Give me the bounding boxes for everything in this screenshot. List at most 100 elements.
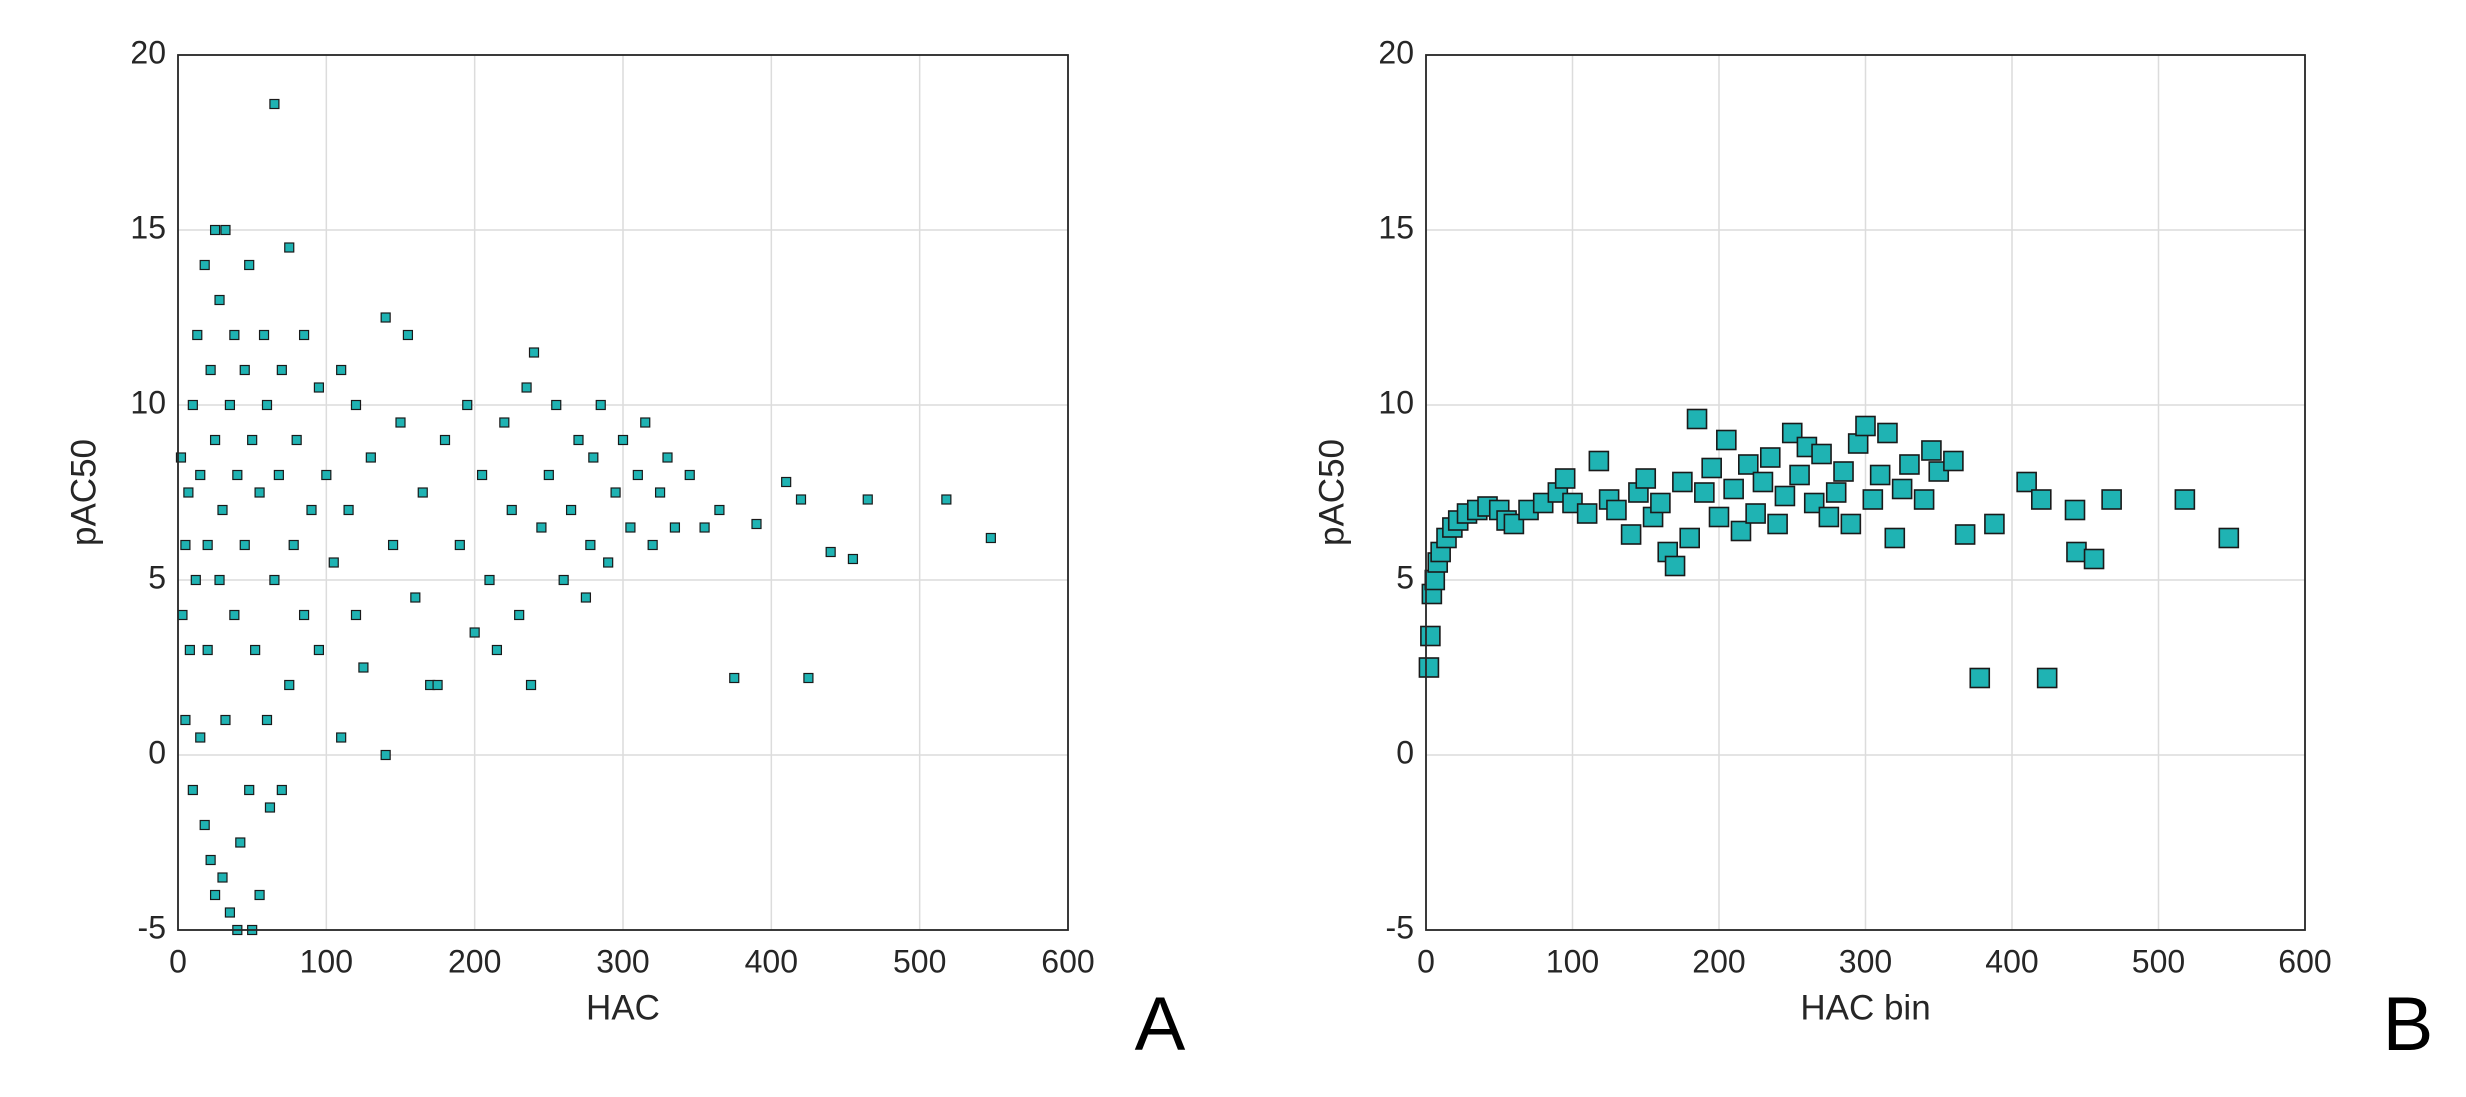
scatter-point [199,259,210,271]
scatter-point [209,224,221,236]
scatter-point [1701,457,1722,479]
scatter-point [1723,478,1744,500]
scatter-point [1588,450,1610,472]
scatter-point [585,539,596,551]
scatter-point [751,518,762,530]
scatter-point [654,487,666,498]
scatter-point [276,784,287,796]
scatter-point [1738,454,1759,475]
scatter-point [1884,527,1906,549]
scatter-point [254,487,265,498]
scatter-point [187,784,198,796]
y-tick-label: 10 [1378,384,1414,420]
y-tick-label: 5 [1396,559,1414,595]
x-tick-label: 200 [1692,943,1745,979]
scatter-point [177,609,188,621]
scatter-point [476,469,488,481]
scatter-point [506,504,517,516]
scatter-point [350,609,362,621]
scatter-point [190,574,201,586]
scatter-point [781,476,792,488]
scatter-point [714,504,725,516]
scatter-point [625,522,636,533]
scatter-point [202,644,213,656]
scatter-point [2031,489,2052,510]
scatter-point [214,294,225,306]
scatter-point [336,732,347,743]
scatter-point [1635,468,1657,489]
scatter-point [350,399,362,411]
scatter-point [180,714,191,726]
x-tick-label: 400 [1985,943,2038,979]
scatter-point [847,553,859,565]
scatter-point [209,889,221,901]
scatter-point [2174,489,2196,510]
scatter-point [192,329,203,341]
scatter-point [1789,464,1810,486]
scatter-point [288,539,299,551]
scatter-point [1620,524,1642,545]
x-tick-label: 300 [1839,943,1892,979]
scatter-point [313,644,325,656]
scatter-point [985,532,996,544]
y-axis-label: pAC50 [64,439,103,546]
x-tick-label: 600 [2278,943,2331,979]
scatter-point [462,399,473,411]
y-tick-label: 20 [1378,34,1414,70]
scatter-point [417,487,428,498]
scatter-point [239,539,250,551]
scatter-point [264,802,276,813]
scatter-point [1745,503,1766,524]
scatter-point [380,312,391,323]
scatter-point [284,242,295,253]
scatter-point [410,592,421,603]
scatter-point [669,522,681,533]
scatter-point [595,399,606,411]
scatter-point [184,644,195,656]
scatter-point [543,469,554,481]
scatter-point [825,546,836,558]
x-tick-label: 300 [596,943,649,979]
scatter-point [214,574,225,586]
scatter-point [1606,499,1627,521]
scatter-point [343,504,354,516]
scatter-point [1869,464,1891,486]
scatter-point [1943,450,1964,472]
scatter-point [439,434,451,446]
scatter-point [632,469,643,481]
scatter-point [514,609,525,621]
scatter-point [1899,454,1920,475]
scatter-point [565,504,577,516]
scatter-point [1759,447,1781,468]
scatter-point [209,434,221,446]
plot-frame [1425,54,2306,931]
scatter-point [1833,461,1854,482]
y-tick-label: 10 [130,384,166,420]
scatter-point [2016,471,2037,493]
scatter-point [558,574,569,586]
scatter-point [205,854,216,866]
scatter-point [1811,443,1832,465]
scatter-point [328,557,339,568]
scatter-point [199,819,210,831]
scatter-point [1969,667,1991,689]
scatter-point [1855,415,1876,437]
scatter-point [232,469,243,481]
scatter-point [484,574,495,586]
scatter-point [1984,513,2005,535]
scatter-point [1686,408,1708,430]
scatter-point [1752,471,1774,493]
scatter-point [1954,524,1976,545]
scatter-point [1424,569,1446,591]
scatter-point [491,644,503,656]
scatter-point [224,907,236,918]
scatter-point [1921,440,1942,461]
scatter-point [551,399,562,411]
scatter-point [1840,513,1862,535]
scatter-point [387,539,399,551]
scatter-point [261,714,273,726]
scatter-point [195,732,206,743]
scatter-point [1891,478,1913,500]
scatter-point [2036,667,2058,689]
